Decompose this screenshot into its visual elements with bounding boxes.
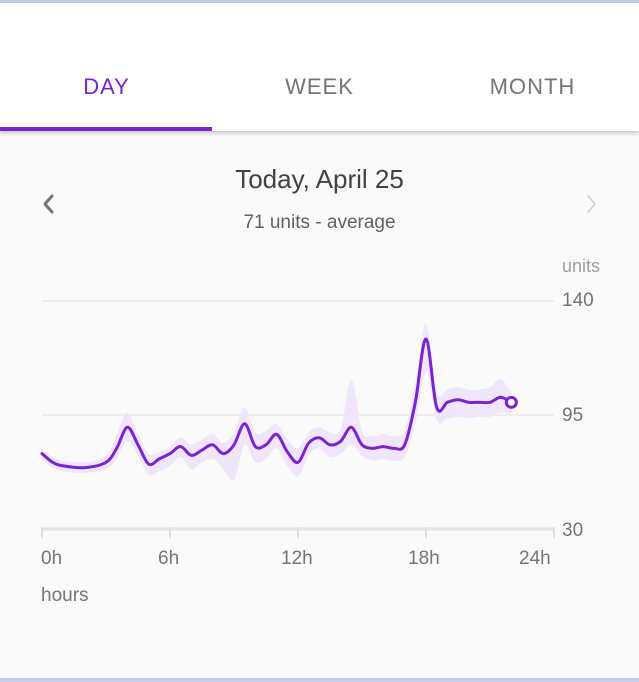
x-tick-label: 18h [408,548,440,569]
y-tick-label: 95 [562,405,584,426]
range-band [42,323,512,481]
previous-day-button[interactable] [36,190,60,218]
series-line [40,337,513,470]
next-day-button[interactable] [580,190,604,218]
x-tick-label: 6h [158,548,180,569]
x-tick-label: 24h [519,548,551,569]
chevron-right-icon [587,195,596,213]
tab-month[interactable]: MONTH [489,74,576,99]
y-tick-label: 30 [562,520,584,541]
period-tab-bar: DAY WEEK MONTH [0,3,639,131]
chevron-left-icon [43,194,54,214]
current-value-point[interactable] [504,395,518,409]
x-tick-label: 0h [41,548,63,569]
tab-day[interactable]: DAY [83,74,130,99]
active-tab-indicator [0,127,212,131]
y-tick-label: 140 [562,290,594,311]
window-frame-bottom [0,678,639,682]
average-summary: 71 units - average [243,212,396,233]
page-title: Today, April 25 [235,164,404,194]
window-frame-top [0,0,639,3]
x-axis-title: hours [41,585,89,606]
tab-week[interactable]: WEEK [285,74,354,99]
y-axis-title: units [562,256,601,276]
x-tick-label: 12h [281,548,313,569]
